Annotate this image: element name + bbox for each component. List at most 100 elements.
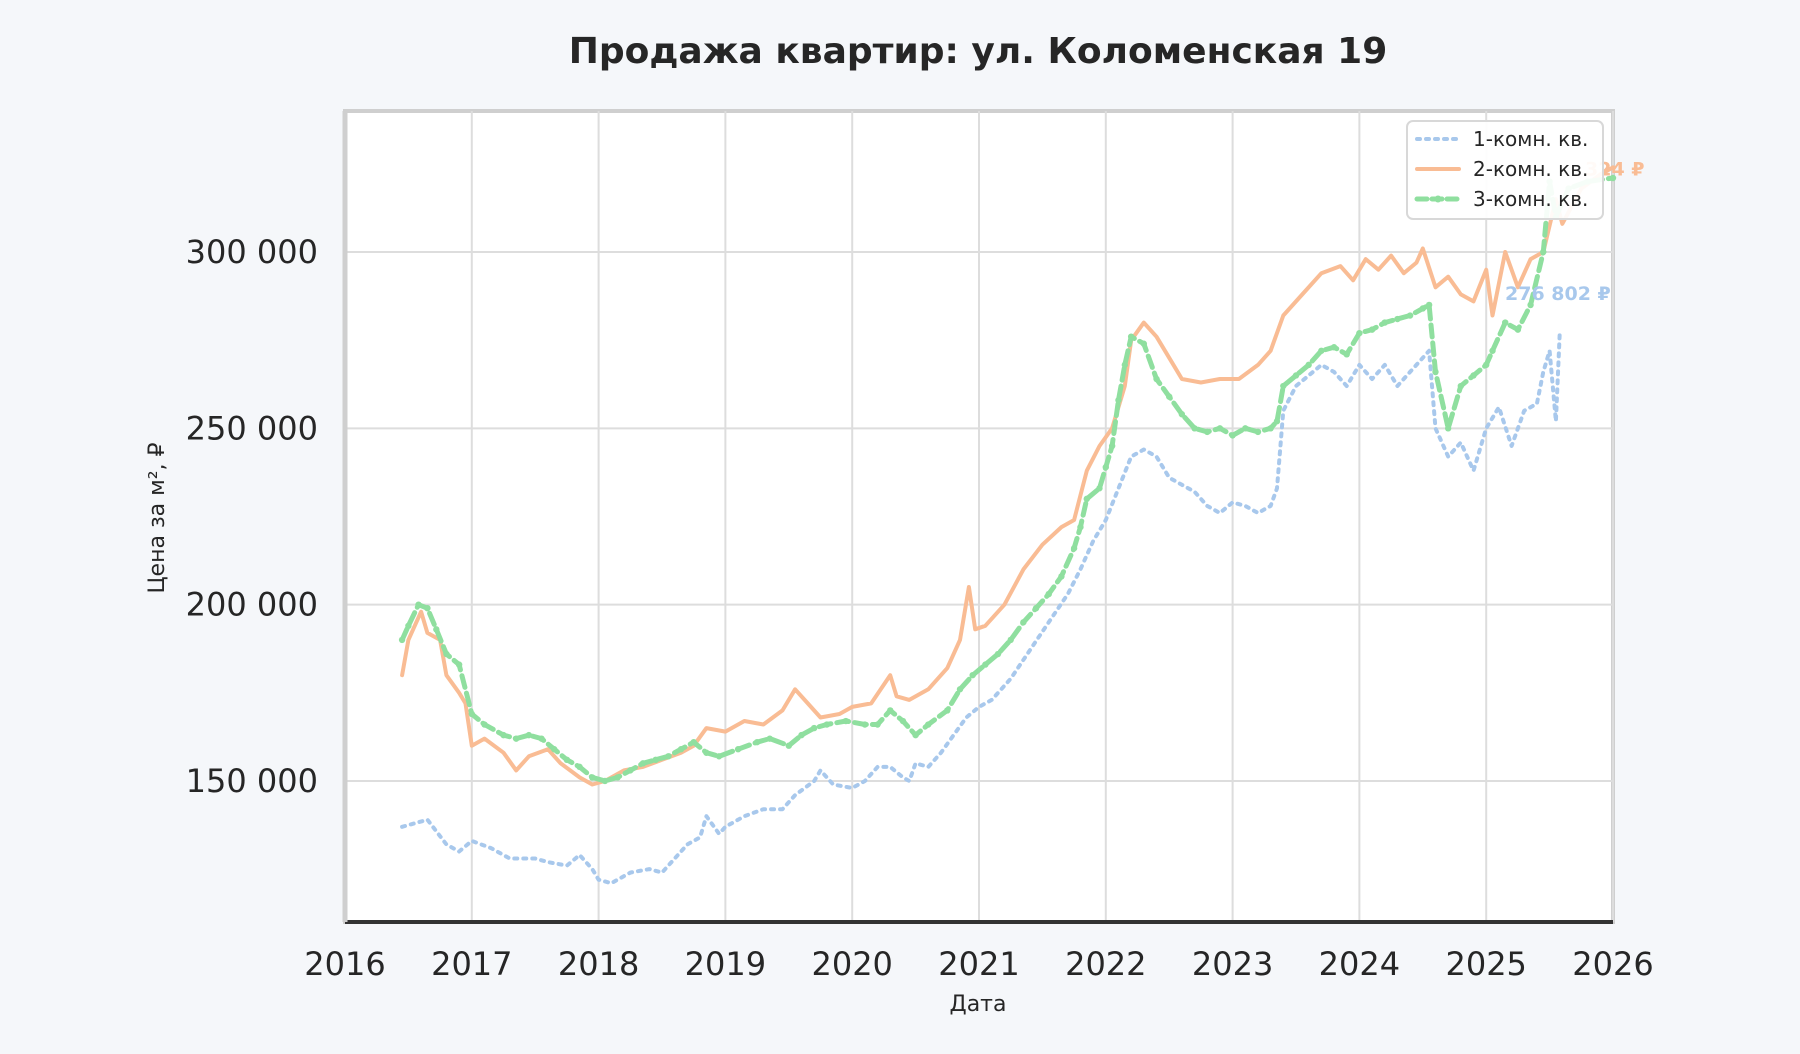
series-point-3 [1514, 326, 1522, 333]
series-point-3 [1083, 495, 1090, 503]
x-tick-label: 2024 [1319, 945, 1400, 983]
series-end-label-1: 276 802 ₽ [1505, 283, 1611, 305]
x-tick-label: 2025 [1445, 945, 1526, 983]
series-point-3 [601, 777, 609, 785]
series-point-3 [639, 760, 647, 767]
series-point-3 [1425, 301, 1433, 309]
series-point-3 [1394, 315, 1401, 323]
series-point-3 [1204, 428, 1211, 436]
series-point-3 [1096, 485, 1103, 492]
x-tick-label: 2019 [685, 945, 766, 983]
y-tick-label: 200 000 [186, 586, 318, 624]
series-point-3 [1381, 319, 1388, 326]
legend-label-1: 1-комн. кв. [1473, 127, 1588, 151]
series-point-3 [455, 661, 463, 668]
series-point-3 [715, 753, 723, 760]
series-line-1 [400, 331, 1562, 886]
series-point-3 [1166, 393, 1173, 400]
series-point-3 [1007, 636, 1014, 644]
y-tick-label: 250 000 [186, 409, 318, 447]
x-tick-label: 2021 [938, 945, 1019, 983]
series-point-3 [525, 731, 533, 739]
series-point-3 [1229, 432, 1236, 439]
legend-label-3: 3-комн. кв. [1473, 187, 1588, 211]
series-point-3 [982, 661, 989, 668]
series-point-3 [956, 686, 964, 693]
series-point-3 [1115, 396, 1122, 404]
series-point-3 [563, 756, 571, 763]
series-point-3 [1077, 523, 1084, 531]
y-tick-label: 300 000 [186, 233, 318, 271]
series-point-3 [1102, 463, 1110, 471]
series-point-3 [1292, 372, 1300, 379]
series-point-3 [1108, 442, 1116, 450]
series-point-3 [1191, 425, 1198, 432]
series-point-3 [874, 721, 881, 728]
legend-marker-3 [1434, 195, 1442, 203]
series-point-3 [443, 650, 450, 658]
x-tick-label: 2017 [431, 945, 512, 983]
series-point-3 [1356, 329, 1363, 337]
series-point-3 [842, 717, 850, 725]
series-point-3 [1527, 301, 1534, 309]
series-point-3 [1058, 573, 1065, 580]
legend-box [1406, 120, 1604, 220]
series-point-3 [1045, 590, 1052, 598]
series-point-3 [1280, 382, 1287, 390]
y-tick-label: 150 000 [186, 762, 318, 800]
series-point-3 [468, 710, 475, 718]
series-point-3 [861, 721, 869, 728]
series-line-2 [400, 165, 1615, 787]
series-point-3 [1343, 351, 1350, 358]
series-point-3 [1609, 174, 1617, 182]
series-point-3 [766, 735, 773, 742]
legend-label-2: 2-комн. кв. [1473, 157, 1588, 181]
series-point-3 [798, 731, 805, 739]
series-point-3 [589, 774, 596, 781]
series-point-3 [994, 650, 1002, 658]
series-point-3 [398, 636, 406, 644]
series-point-3 [1330, 344, 1338, 351]
series-point-3 [1070, 545, 1078, 552]
series-point-3 [1483, 361, 1490, 369]
series-point-3 [1273, 418, 1281, 425]
y-axis-label: Цена за м², ₽ [145, 442, 170, 593]
series-point-3 [1178, 411, 1186, 418]
series-point-3 [785, 742, 792, 749]
series-point-3 [925, 721, 932, 728]
series-point-3 [1406, 312, 1414, 319]
series-point-3 [1032, 604, 1040, 612]
series-point-3 [753, 738, 761, 746]
series-point-3 [912, 731, 919, 739]
series-point-3 [665, 753, 672, 760]
series-point-3 [969, 671, 976, 679]
series-point-3 [1444, 425, 1452, 432]
x-tick-label: 2018 [558, 945, 639, 983]
series-line-3 [399, 175, 1616, 784]
series-point-3 [500, 731, 507, 739]
series-point-3 [1020, 619, 1027, 626]
series-point-3 [1318, 347, 1325, 354]
x-axis-label: Дата [950, 992, 1007, 1017]
series-point-3 [1127, 333, 1135, 340]
series-point-3 [1121, 361, 1129, 369]
series-point-3 [538, 735, 545, 742]
series-point-3 [481, 721, 488, 728]
series-point-3 [1140, 340, 1148, 347]
series-point-3 [1457, 382, 1465, 390]
series-point-3 [1267, 425, 1274, 432]
series-layer [398, 165, 1617, 886]
series-point-3 [551, 746, 558, 753]
series-point-3 [1432, 368, 1439, 376]
chart-title: Продажа квартир: ул. Коломенская 19 [569, 31, 1388, 72]
series-point-3 [944, 707, 951, 714]
plot-layer: 2016 2017 2018 2019 2020 2021 2022 2023 2024 2025… [186, 109, 1654, 983]
series-point-3 [823, 721, 831, 728]
series-point-3 [1254, 428, 1262, 436]
x-tick-label: 2026 [1572, 945, 1653, 983]
x-tick-label: 2016 [304, 945, 385, 983]
series-point-3 [1470, 372, 1477, 379]
series-point-3 [1419, 305, 1427, 312]
